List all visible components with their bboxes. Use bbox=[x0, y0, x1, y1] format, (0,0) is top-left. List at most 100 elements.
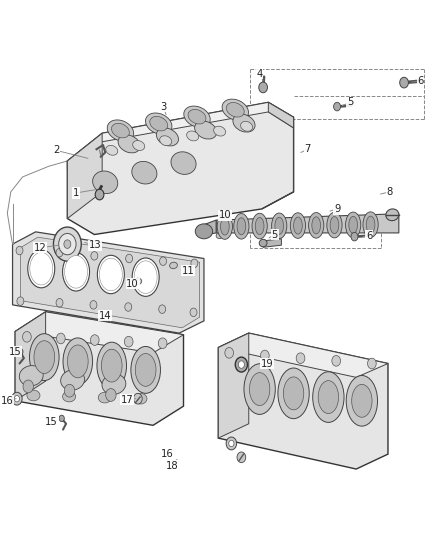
Ellipse shape bbox=[187, 131, 199, 141]
Text: 6: 6 bbox=[417, 76, 424, 86]
Text: 11: 11 bbox=[181, 266, 194, 276]
Polygon shape bbox=[15, 312, 184, 425]
Ellipse shape bbox=[195, 224, 213, 239]
Circle shape bbox=[23, 380, 33, 393]
Circle shape bbox=[229, 440, 234, 447]
Text: 8: 8 bbox=[386, 187, 392, 197]
Text: 15: 15 bbox=[45, 417, 58, 427]
Text: 16: 16 bbox=[161, 449, 174, 459]
Ellipse shape bbox=[99, 258, 122, 291]
Circle shape bbox=[106, 389, 116, 401]
Circle shape bbox=[95, 189, 104, 200]
Circle shape bbox=[159, 305, 166, 313]
Ellipse shape bbox=[312, 217, 321, 234]
Ellipse shape bbox=[220, 218, 229, 235]
Text: 15: 15 bbox=[9, 347, 21, 357]
Ellipse shape bbox=[132, 258, 159, 296]
Ellipse shape bbox=[346, 375, 378, 426]
Ellipse shape bbox=[363, 212, 378, 237]
Ellipse shape bbox=[188, 109, 206, 124]
Ellipse shape bbox=[97, 342, 127, 389]
Ellipse shape bbox=[222, 99, 248, 120]
Polygon shape bbox=[67, 133, 102, 219]
Text: 19: 19 bbox=[261, 359, 274, 368]
Polygon shape bbox=[13, 232, 204, 333]
Ellipse shape bbox=[160, 136, 172, 146]
Ellipse shape bbox=[63, 391, 76, 402]
Ellipse shape bbox=[63, 253, 89, 291]
Ellipse shape bbox=[327, 212, 342, 238]
Ellipse shape bbox=[313, 372, 344, 422]
Ellipse shape bbox=[217, 214, 233, 239]
Circle shape bbox=[235, 357, 247, 372]
Circle shape bbox=[56, 298, 63, 307]
Ellipse shape bbox=[352, 384, 372, 417]
Ellipse shape bbox=[112, 123, 129, 138]
Ellipse shape bbox=[131, 346, 160, 393]
Circle shape bbox=[332, 356, 341, 366]
Text: 17: 17 bbox=[120, 395, 133, 405]
Ellipse shape bbox=[290, 213, 306, 238]
Ellipse shape bbox=[259, 239, 267, 247]
Ellipse shape bbox=[98, 392, 111, 403]
Circle shape bbox=[159, 257, 166, 265]
Circle shape bbox=[64, 384, 75, 397]
Text: 10: 10 bbox=[126, 279, 139, 288]
Ellipse shape bbox=[34, 341, 55, 374]
Text: 10: 10 bbox=[219, 211, 231, 220]
Polygon shape bbox=[218, 333, 388, 469]
Text: 9: 9 bbox=[334, 204, 340, 214]
Ellipse shape bbox=[171, 152, 196, 174]
Ellipse shape bbox=[134, 261, 157, 294]
Polygon shape bbox=[15, 312, 184, 353]
Circle shape bbox=[91, 252, 98, 260]
Ellipse shape bbox=[226, 102, 244, 117]
Circle shape bbox=[57, 333, 65, 344]
Ellipse shape bbox=[97, 255, 124, 294]
Ellipse shape bbox=[150, 116, 168, 131]
Ellipse shape bbox=[30, 252, 53, 285]
Polygon shape bbox=[263, 239, 281, 247]
Ellipse shape bbox=[145, 113, 172, 134]
Circle shape bbox=[59, 233, 76, 255]
Circle shape bbox=[14, 395, 20, 402]
Circle shape bbox=[90, 301, 97, 309]
Text: 4: 4 bbox=[257, 69, 263, 78]
Ellipse shape bbox=[318, 381, 339, 414]
Ellipse shape bbox=[275, 217, 283, 235]
Ellipse shape bbox=[255, 217, 264, 235]
Ellipse shape bbox=[366, 216, 375, 233]
Polygon shape bbox=[218, 333, 249, 438]
Circle shape bbox=[64, 240, 71, 248]
Ellipse shape bbox=[27, 390, 40, 401]
Circle shape bbox=[124, 336, 133, 347]
Circle shape bbox=[158, 338, 167, 349]
Circle shape bbox=[126, 254, 133, 263]
Ellipse shape bbox=[194, 121, 217, 139]
Circle shape bbox=[367, 358, 376, 369]
Circle shape bbox=[261, 350, 269, 361]
Circle shape bbox=[259, 82, 268, 93]
Circle shape bbox=[134, 393, 142, 404]
Text: 12: 12 bbox=[34, 243, 46, 253]
Ellipse shape bbox=[346, 212, 361, 238]
Circle shape bbox=[226, 437, 237, 450]
Text: 14: 14 bbox=[99, 311, 112, 320]
Ellipse shape bbox=[28, 249, 55, 288]
Ellipse shape bbox=[349, 216, 357, 233]
Ellipse shape bbox=[134, 393, 147, 404]
Text: 6: 6 bbox=[366, 231, 372, 240]
Text: 2: 2 bbox=[53, 146, 59, 155]
Circle shape bbox=[400, 77, 408, 88]
Ellipse shape bbox=[234, 214, 249, 239]
Circle shape bbox=[53, 227, 81, 261]
Ellipse shape bbox=[93, 171, 118, 193]
Ellipse shape bbox=[64, 255, 88, 288]
Ellipse shape bbox=[106, 146, 118, 155]
Circle shape bbox=[18, 349, 23, 355]
Circle shape bbox=[296, 353, 305, 364]
Circle shape bbox=[125, 303, 132, 311]
Ellipse shape bbox=[102, 374, 126, 394]
Ellipse shape bbox=[101, 349, 122, 382]
Ellipse shape bbox=[216, 232, 223, 239]
